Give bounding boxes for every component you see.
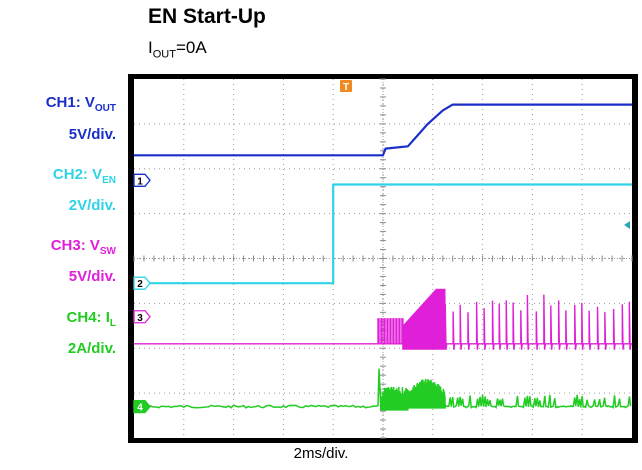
ch4-scale-label: 2A/div. [67, 340, 116, 357]
channel-markers: 1 2 3 4 [133, 173, 151, 414]
x-axis-label: 2ms/div. [293, 445, 349, 462]
ch2-ground-marker: 2 [133, 276, 151, 290]
ch3-scale-label: 5V/div. [68, 268, 116, 285]
trigger-marker: T [340, 80, 352, 93]
ch3-trace [134, 288, 632, 350]
ch2-scale-label: 2V/div. [68, 197, 116, 214]
chart-title: EN Start-Up [148, 5, 266, 28]
ch1-name-label: CH1: VOUT [45, 94, 116, 114]
ch3-name-label: CH3: VSW [50, 237, 116, 257]
ch4-marker-text: 4 [137, 403, 143, 414]
ch2-name-label: CH2: VEN [52, 166, 116, 186]
ch1-ground-marker: 1 [133, 173, 151, 187]
ch1-marker-text: 1 [137, 176, 143, 187]
svg-text:T: T [343, 82, 349, 93]
ch4-ground-marker: 4 [133, 399, 151, 414]
ch1-trace [134, 103, 632, 157]
ch4-trace [133, 368, 632, 411]
ch2-trace [134, 183, 632, 285]
ch3-marker-text: 3 [137, 313, 143, 324]
scope-traces [133, 103, 632, 411]
scope-grid [133, 78, 633, 439]
ch1-scale-label: 5V/div. [68, 126, 116, 143]
chart-subtitle: IOUT=0A [148, 38, 207, 61]
ch4-name-label: CH4: IL [66, 309, 116, 329]
trigger-level-arrow-icon [624, 221, 630, 229]
ch2-marker-text: 2 [137, 279, 143, 290]
ch3-ground-marker: 3 [133, 310, 151, 324]
